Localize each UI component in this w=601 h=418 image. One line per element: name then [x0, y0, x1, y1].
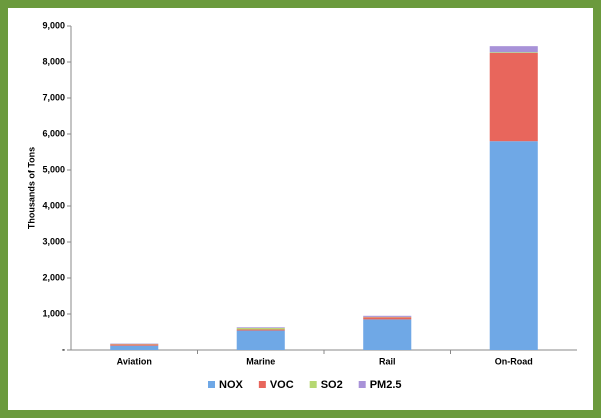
legend-label: PM2.5 [370, 379, 402, 391]
y-tick-label: 7,000 [42, 92, 65, 102]
bar-segment [236, 327, 285, 329]
x-tick-label: On-Road [495, 356, 533, 366]
bar-segment [110, 345, 159, 350]
legend-swatch [358, 381, 366, 388]
bar-segment [236, 330, 285, 350]
bar-segment [110, 344, 159, 346]
bar-segment [236, 329, 285, 331]
bar-segment [363, 319, 412, 350]
y-tick-label: - [62, 344, 65, 354]
x-tick-label: Marine [246, 356, 275, 366]
legend-swatch [208, 381, 215, 388]
y-tick-label: 3,000 [42, 236, 65, 246]
x-tick-label: Aviation [117, 356, 152, 366]
bar-segment [489, 141, 538, 350]
bar-segment [489, 52, 538, 53]
x-tick-label: Rail [379, 356, 396, 366]
bar-segment [489, 53, 538, 142]
y-tick-label: 1,000 [42, 308, 65, 318]
y-tick-label: 2,000 [42, 272, 65, 282]
y-tick-label: 4,000 [42, 200, 65, 210]
y-tick-label: 5,000 [42, 164, 65, 174]
bar-segment [363, 317, 412, 320]
bar-segment [489, 46, 538, 53]
legend-swatch [258, 381, 266, 388]
legend-label: SO2 [321, 379, 343, 391]
legend-label: NOX [219, 379, 244, 391]
legend-swatch [309, 381, 317, 388]
legend-label: VOC [270, 379, 294, 391]
y-tick-label: 9,000 [42, 20, 65, 30]
bar-segment [236, 328, 285, 330]
y-axis-label: Thousands of Tons [26, 147, 36, 229]
y-tick-label: 6,000 [42, 128, 65, 138]
y-tick-label: 8,000 [42, 56, 65, 66]
bar-segment [363, 315, 412, 317]
